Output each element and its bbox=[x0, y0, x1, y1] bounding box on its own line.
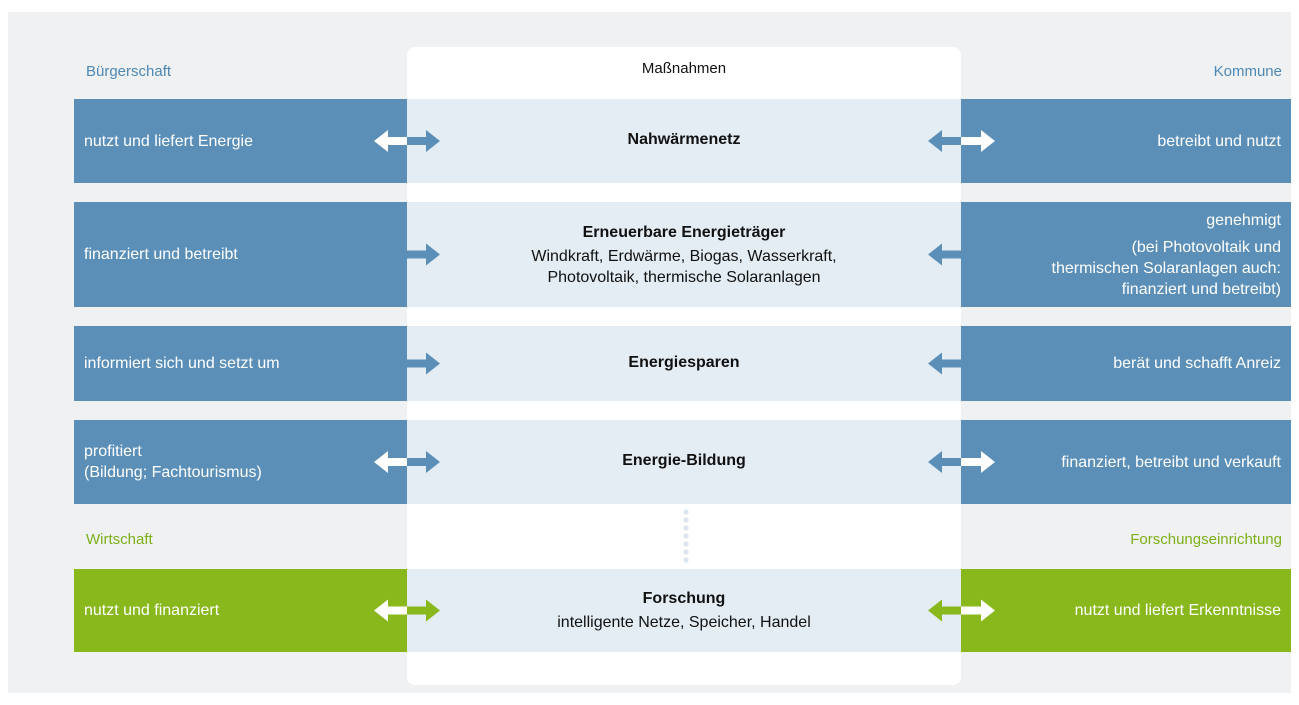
measure-box: Energiesparen bbox=[407, 326, 961, 401]
arrow bbox=[928, 352, 961, 375]
actor-text: berät und schafft Anreiz bbox=[1113, 355, 1281, 372]
actor-text: informiert sich und setzt um bbox=[84, 355, 280, 372]
connector-dot bbox=[683, 525, 689, 531]
measure-subtitle-line: Windkraft, Erdwärme, Biogas, Wasserkraft… bbox=[531, 247, 837, 265]
measure-title: Forschung bbox=[642, 590, 726, 607]
group-header-left: Wirtschaft bbox=[86, 531, 153, 548]
actor-box-right: betreibt und nutzt bbox=[961, 99, 1291, 183]
arrow bbox=[928, 599, 961, 622]
actor-text: betreibt und nutzt bbox=[1157, 132, 1281, 150]
actor-text-line: (Bildung; Fachtourismus) bbox=[84, 464, 262, 481]
measure-title: Energiesparen bbox=[628, 353, 740, 371]
measure-subtitle: intelligente Netze, Speicher, Handel bbox=[557, 614, 811, 631]
actor-text: finanziert, betreibt und verkauft bbox=[1061, 453, 1281, 471]
arrow bbox=[961, 451, 995, 473]
arrow bbox=[374, 599, 407, 622]
actor-text: nutzt und liefert Energie bbox=[84, 132, 253, 150]
measure-title: Erneuerbare Energieträger bbox=[582, 223, 786, 241]
actor-box-left: nutzt und finanziert bbox=[74, 569, 407, 652]
actor-box-right: genehmigt (bei Photovoltaik und thermische… bbox=[961, 202, 1291, 307]
measure-box: Nahwärmenetz bbox=[407, 99, 961, 183]
actor-text: nutzt und finanziert bbox=[84, 602, 220, 619]
actor-text: nutzt und liefert Erkenntnisse bbox=[1074, 602, 1281, 619]
actor-text-line: (bei Photovoltaik und bbox=[1131, 238, 1281, 256]
measure-box: Forschung intelligente Netze, Speicher, H… bbox=[407, 569, 961, 652]
arrow bbox=[407, 352, 440, 375]
arrow bbox=[928, 451, 961, 473]
arrow bbox=[961, 130, 995, 152]
actor-text-line: thermischen Solaranlagen auch: bbox=[1051, 259, 1281, 277]
arrow bbox=[374, 130, 407, 152]
measure-box: Energie-Bildung bbox=[407, 420, 961, 504]
actor-text-line: genehmigt bbox=[1206, 211, 1281, 229]
arrow bbox=[407, 451, 440, 473]
measure-subtitle-line: Photovoltaik, thermische Solaranlagen bbox=[547, 268, 821, 286]
connector-dot bbox=[683, 557, 689, 563]
actor-box-left: nutzt und liefert Energie bbox=[74, 99, 407, 183]
group-header-right: Forschungseinrichtung bbox=[1130, 531, 1282, 548]
actor-text-line: profitiert bbox=[84, 443, 142, 460]
center-header: Maßnahmen bbox=[641, 60, 727, 77]
connector-dot bbox=[683, 533, 689, 539]
measure-title: Nahwärmenetz bbox=[627, 131, 741, 148]
actor-text-line: finanziert und betreibt) bbox=[1121, 280, 1281, 298]
actor-box-right: finanziert, betreibt und verkauft bbox=[961, 420, 1291, 504]
actor-box-right: berät und schafft Anreiz bbox=[961, 326, 1291, 401]
connector-dot bbox=[683, 549, 689, 555]
connector-dot bbox=[683, 541, 689, 547]
group-header-right: Kommune bbox=[1213, 63, 1282, 80]
measure-title: Energie-Bildung bbox=[622, 452, 746, 469]
actor-box-left: profitiert (Bildung; Fachtourismus) bbox=[74, 420, 407, 504]
arrow bbox=[374, 451, 407, 473]
actor-box-right: nutzt und liefert Erkenntnisse bbox=[961, 569, 1291, 652]
measure-box: Erneuerbare Energieträger Windkraft, Erdw… bbox=[407, 202, 961, 307]
arrow bbox=[407, 599, 440, 622]
actor-box-left: finanziert und betreibt bbox=[74, 202, 407, 307]
actor-box-left: informiert sich und setzt um bbox=[74, 326, 407, 401]
arrow bbox=[407, 130, 440, 152]
arrow bbox=[407, 243, 440, 266]
arrow bbox=[928, 243, 961, 266]
arrow bbox=[961, 599, 995, 622]
connector-dot bbox=[683, 509, 689, 515]
arrow bbox=[928, 130, 961, 152]
group-header-left: Bürgerschaft bbox=[86, 63, 172, 80]
actor-text: finanziert und betreibt bbox=[84, 246, 238, 263]
connector-dot bbox=[683, 517, 689, 523]
